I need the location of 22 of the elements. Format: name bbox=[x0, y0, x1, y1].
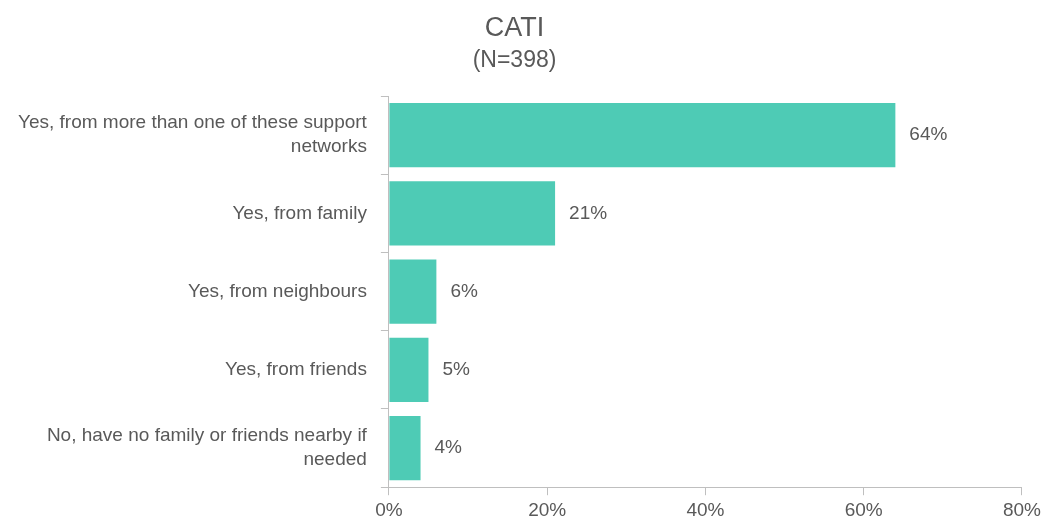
bar bbox=[389, 337, 429, 402]
data-label: 21% bbox=[569, 201, 608, 223]
x-tick-label: 0% bbox=[375, 498, 403, 520]
x-tick-label: 40% bbox=[686, 498, 725, 520]
y-tick-label: Yes, from friends bbox=[225, 358, 367, 380]
bar bbox=[389, 103, 896, 168]
x-tick-label: 80% bbox=[1002, 498, 1042, 520]
chart-subtitle: (N=398) bbox=[472, 45, 557, 72]
chart-title: CATI bbox=[484, 11, 545, 42]
y-tick-label: Yes, from more than one of these support networks bbox=[17, 111, 368, 157]
y-tick-label: No, have no family or friends nearby if needed bbox=[46, 424, 368, 470]
y-tick-label: Yes, from neighbours bbox=[188, 279, 367, 301]
data-label: 64% bbox=[909, 123, 948, 145]
data-label: 5% bbox=[442, 358, 471, 380]
y-tick-label: Yes, from family bbox=[232, 201, 368, 223]
data-label: 6% bbox=[450, 279, 478, 301]
bar bbox=[389, 259, 437, 324]
x-tick-label: 60% bbox=[844, 498, 883, 520]
x-tick-label: 20% bbox=[528, 498, 567, 520]
bar bbox=[389, 181, 556, 246]
bar bbox=[389, 416, 421, 481]
data-label: 4% bbox=[434, 436, 463, 458]
